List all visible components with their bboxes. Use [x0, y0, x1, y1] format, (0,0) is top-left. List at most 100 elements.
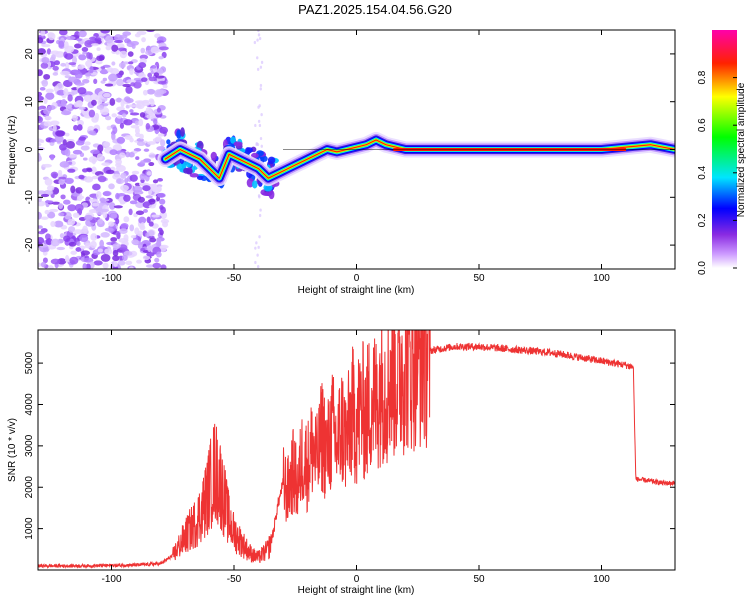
speckle: [58, 176, 67, 180]
speckle: [64, 177, 74, 185]
speckle: [148, 230, 155, 237]
speckle: [102, 210, 108, 219]
speckle: [139, 173, 146, 181]
speckle: [102, 191, 111, 197]
x-tick-label: -50: [227, 574, 242, 585]
speckle: [158, 55, 164, 60]
speckle: [67, 168, 76, 173]
speckle: [68, 62, 77, 66]
speckle: [43, 97, 48, 104]
speckle: [76, 100, 83, 107]
speckle: [139, 133, 144, 140]
ridge-blob: [180, 127, 185, 137]
speckle: [115, 178, 125, 185]
speckle: [133, 148, 142, 152]
x-tick-label: 50: [473, 273, 485, 284]
y-tick-label: -20: [24, 237, 35, 252]
speckle: [41, 57, 50, 64]
speckle: [84, 141, 91, 146]
speckle: [255, 142, 258, 147]
speckle: [156, 251, 162, 258]
speckle: [68, 226, 76, 233]
speckle: [78, 54, 87, 61]
snr-x-ticks: -100 -50 0 50 100: [101, 330, 610, 585]
speckle: [121, 113, 127, 118]
speckle: [258, 195, 261, 199]
speckle: [59, 30, 68, 36]
speckle: [129, 109, 134, 113]
spectrogram-heatmap: [38, 30, 675, 269]
speckle: [90, 240, 97, 249]
speckle: [131, 170, 140, 175]
speckle: [116, 78, 124, 87]
speckle: [157, 227, 163, 232]
speckle: [139, 112, 146, 118]
speckle: [46, 48, 51, 55]
speckle: [118, 62, 126, 69]
speckle: [75, 140, 85, 146]
speckle: [68, 76, 78, 83]
speckle: [101, 162, 111, 166]
speckle: [259, 136, 263, 141]
speckle: [82, 225, 88, 234]
speckle: [148, 221, 154, 227]
speckle: [50, 154, 55, 161]
y-tick-label: 20: [24, 48, 35, 60]
speckle: [140, 47, 146, 54]
speckle: [109, 202, 116, 210]
speckle: [106, 125, 112, 131]
speckle: [259, 87, 262, 91]
speckle: [112, 266, 119, 269]
speckle: [88, 130, 96, 136]
speckle: [63, 41, 69, 50]
speckle: [78, 106, 86, 110]
speckle: [69, 256, 79, 265]
speckle: [160, 264, 167, 269]
speckle: [134, 100, 145, 104]
speckle: [257, 30, 260, 33]
speckle: [42, 257, 48, 264]
speckle: [65, 255, 70, 263]
speckle: [111, 132, 116, 141]
speckle: [123, 119, 133, 126]
speckle: [148, 98, 155, 103]
x-tick-label: -100: [101, 273, 121, 284]
speckle: [146, 216, 151, 224]
speckle: [135, 201, 145, 209]
speckle: [143, 208, 148, 213]
speckle: [75, 82, 85, 86]
speckle: [52, 65, 59, 71]
speckle: [100, 232, 110, 238]
speckle: [126, 79, 136, 84]
speckle: [95, 190, 102, 199]
speckle: [53, 60, 61, 66]
speckle: [60, 62, 67, 67]
speckle: [134, 126, 140, 135]
colorbar-tick-label: 0.8: [697, 70, 708, 84]
speckle: [51, 201, 60, 205]
speckle: [63, 199, 71, 205]
y-tick-label: 5000: [24, 352, 35, 375]
speckle: [113, 261, 118, 268]
speckle: [45, 238, 53, 246]
speckle: [112, 173, 122, 180]
speckle: [50, 258, 61, 265]
speckle: [61, 99, 67, 107]
speckle: [95, 96, 101, 101]
speckle: [103, 141, 111, 147]
speckle: [97, 144, 104, 153]
speckle: [42, 163, 52, 168]
speckle: [75, 247, 82, 252]
speckle: [72, 149, 83, 155]
speckle: [114, 40, 124, 44]
speckle: [130, 235, 137, 239]
speckle: [120, 223, 129, 229]
speckle: [93, 260, 103, 266]
x-tick-label: -100: [101, 574, 121, 585]
speckle: [141, 77, 148, 82]
speckle: [128, 104, 137, 108]
speckle: [157, 185, 162, 192]
speckle: [92, 183, 101, 191]
speckle: [96, 47, 101, 52]
speckle: [256, 67, 260, 71]
